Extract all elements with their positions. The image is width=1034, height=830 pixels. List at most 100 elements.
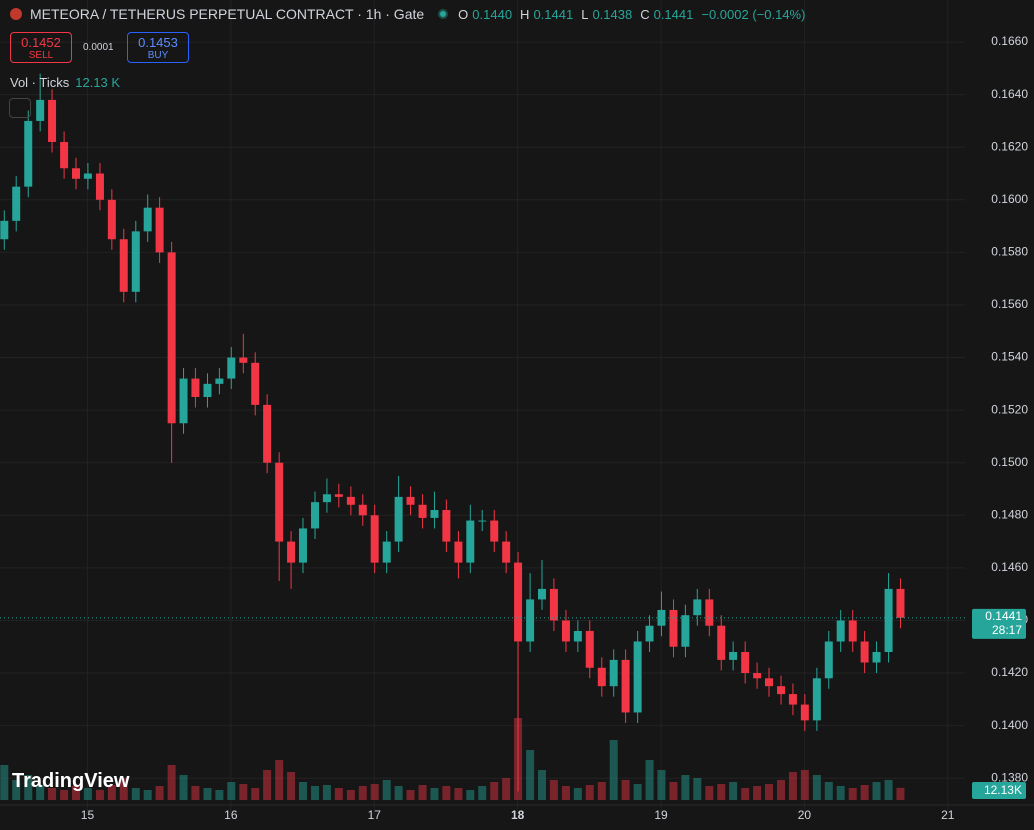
candle-body	[430, 510, 439, 518]
candle-body	[454, 541, 463, 563]
chart-title: METEORA / TETHERUS PERPETUAL CONTRACT · …	[30, 6, 425, 22]
candle-body	[621, 659, 630, 713]
volume-title: Vol · Ticks	[10, 75, 70, 90]
sell-button[interactable]: 0.1452 SELL	[10, 32, 72, 63]
volume-bar	[95, 790, 104, 800]
x-tick-label: 20	[798, 808, 812, 822]
x-tick-label: 21	[941, 808, 955, 822]
volume-bar	[597, 782, 606, 800]
volume-bar	[490, 782, 499, 800]
candle-body	[346, 496, 355, 505]
volume-bar	[442, 786, 451, 800]
volume-bar	[263, 770, 272, 800]
header: METEORA / TETHERUS PERPETUAL CONTRACT · …	[10, 6, 809, 22]
x-tick-label: 15	[81, 808, 95, 822]
volume-legend: Vol · Ticks 12.13 K	[10, 75, 120, 90]
volume-bar	[227, 782, 236, 800]
candle-body	[382, 541, 391, 563]
candle-body	[24, 120, 33, 187]
volume-bar	[860, 785, 869, 800]
volume-last-label: 12.13K	[984, 783, 1022, 797]
candle-body	[824, 641, 833, 679]
volume-bar	[681, 775, 690, 800]
ohlc-key: H	[520, 6, 530, 22]
volume-bar	[36, 785, 45, 800]
volume-bar	[251, 788, 260, 800]
ohlc-value: 0.1441	[533, 6, 574, 22]
volume-bar	[358, 786, 367, 800]
volume-bar	[203, 788, 212, 800]
volume-bar	[896, 787, 905, 800]
candle-body	[36, 99, 45, 121]
y-tick-label: 0.1480	[991, 507, 1028, 521]
volume-bar	[585, 785, 594, 800]
symbol-icon	[10, 8, 22, 20]
candle-body	[394, 496, 403, 542]
volume-bar	[382, 780, 391, 800]
candle-body	[251, 362, 260, 405]
buy-button[interactable]: 0.1453 BUY	[127, 32, 189, 63]
ohlc-key: C	[640, 6, 650, 22]
candle-body	[573, 630, 582, 642]
candle-body	[741, 652, 750, 674]
volume-bar	[657, 770, 666, 800]
candle-body	[788, 694, 797, 705]
candle-body	[549, 588, 558, 621]
candle-body	[705, 599, 714, 626]
candle-body	[848, 620, 857, 642]
candle-body	[71, 168, 80, 179]
candle-body	[717, 625, 726, 660]
candle-body	[502, 541, 511, 563]
volume-bar	[812, 775, 821, 800]
candle-body	[538, 588, 547, 600]
volume-bar	[430, 788, 439, 800]
collapse-button[interactable]	[9, 98, 31, 118]
candle-body	[729, 652, 738, 660]
buy-price: 0.1453	[138, 34, 178, 50]
volume-bar	[693, 778, 702, 800]
candle-body	[597, 667, 606, 687]
volume-bar	[287, 772, 296, 800]
candle-body	[60, 141, 69, 169]
volume-bar	[239, 784, 248, 800]
volume-bar	[753, 786, 762, 800]
candle-body	[693, 599, 702, 616]
candle-body	[681, 615, 690, 647]
status-dot	[438, 9, 449, 19]
price-axis-bg	[965, 0, 1034, 830]
volume-bar	[155, 786, 164, 800]
volume-bar	[621, 780, 630, 800]
volume-bar	[741, 788, 750, 800]
volume-bar	[418, 785, 427, 800]
volume-bar	[167, 765, 176, 800]
change: −0.0002 (−0.14%)	[701, 6, 806, 22]
volume-bar	[884, 780, 893, 800]
candle-body	[287, 541, 296, 563]
candle-body	[12, 186, 21, 221]
y-tick-label: 0.1420	[991, 665, 1028, 679]
candle-body	[370, 515, 379, 563]
y-tick-label: 0.1640	[991, 87, 1028, 101]
volume-bar	[107, 785, 116, 800]
candle-body	[406, 496, 415, 505]
x-tick-label: 17	[368, 808, 382, 822]
candle-body	[83, 173, 92, 179]
y-tick-label: 0.1500	[991, 455, 1028, 469]
volume-bar	[454, 788, 463, 800]
candle-body	[131, 231, 140, 292]
volume-bar	[298, 782, 307, 800]
volume-bar	[561, 786, 570, 800]
candle-body	[490, 520, 499, 542]
candle-body	[275, 462, 284, 542]
y-tick-label: 0.1460	[991, 560, 1028, 574]
candle-body	[442, 510, 451, 542]
candle-body	[777, 686, 786, 695]
volume-bar	[764, 784, 773, 800]
volume-value: 12.13 K	[75, 75, 121, 90]
candle-body	[896, 588, 905, 618]
spread: 0.0001	[83, 42, 114, 53]
y-tick-label: 0.1540	[991, 350, 1028, 364]
candle-body	[753, 673, 762, 679]
candle-body	[227, 357, 236, 379]
